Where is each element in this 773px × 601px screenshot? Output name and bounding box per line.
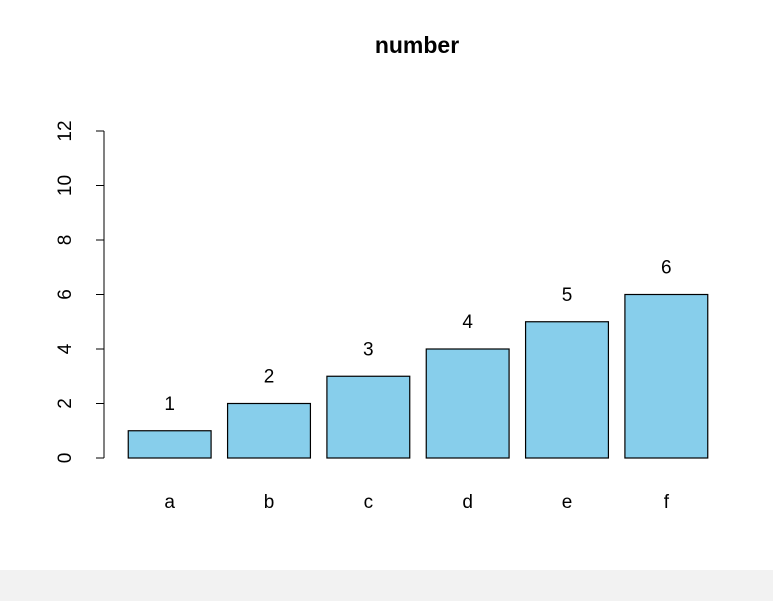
x-tick-label: d	[462, 492, 473, 513]
y-tick-label: 2	[55, 398, 76, 409]
data-label: 3	[363, 339, 374, 360]
bar	[127, 430, 212, 459]
bar	[226, 402, 312, 459]
data-label: 5	[562, 285, 573, 306]
y-tick-label: 8	[55, 235, 76, 246]
data-label: 1	[164, 394, 175, 415]
x-tick-label: f	[664, 492, 670, 513]
y-tick-label: 10	[55, 175, 76, 196]
bar	[624, 293, 709, 459]
data-label: 4	[462, 312, 473, 333]
bottom-strip	[0, 570, 773, 601]
y-tick-label: 12	[55, 120, 76, 141]
y-tick-label: 6	[55, 289, 76, 300]
data-label: 2	[264, 367, 275, 388]
x-tick-label: c	[364, 492, 374, 513]
x-tick-label: b	[264, 492, 275, 513]
chart-title: number	[375, 32, 459, 58]
bar	[326, 375, 411, 459]
data-label: 6	[661, 258, 672, 279]
x-tick-label: a	[164, 492, 175, 513]
bar	[524, 321, 610, 459]
y-tick-label: 0	[55, 453, 76, 464]
x-tick-label: e	[562, 492, 573, 513]
y-tick-label: 4	[55, 343, 76, 354]
bar	[425, 348, 510, 459]
